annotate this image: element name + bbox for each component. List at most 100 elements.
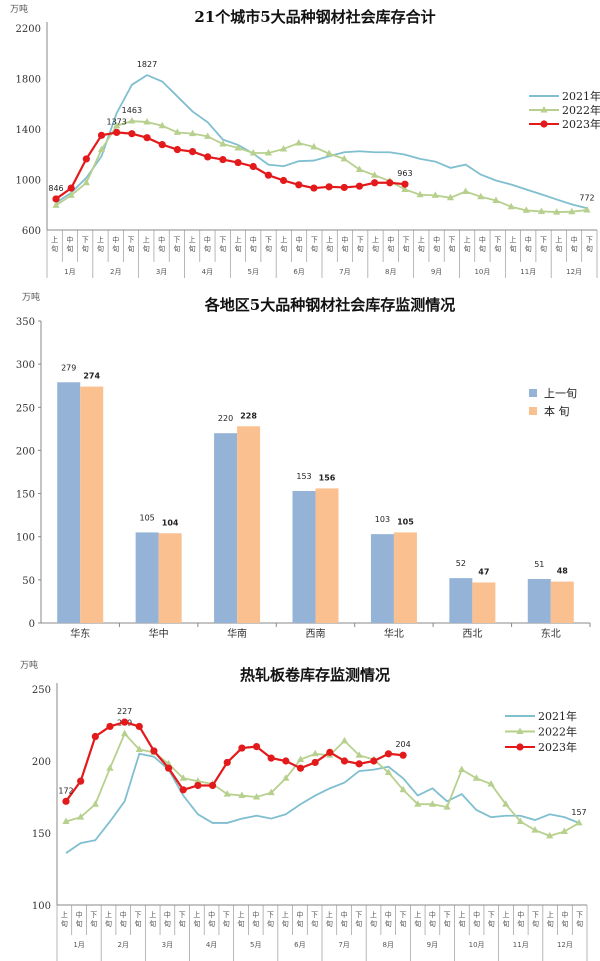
data-point	[370, 757, 378, 765]
data-point	[82, 155, 90, 163]
series-line-2022年	[65, 732, 580, 837]
data-point	[77, 777, 85, 785]
x-period-label: 下	[448, 236, 455, 244]
x-period-label: 旬	[479, 244, 486, 253]
x-period-label: 旬	[173, 244, 180, 253]
x-month-label: 7月	[338, 941, 349, 949]
x-month-label: 10月	[474, 268, 490, 276]
x-period-label: 中	[571, 235, 578, 244]
x-period-label: 旬	[252, 919, 259, 928]
data-point	[267, 754, 275, 762]
data-point	[267, 788, 275, 796]
x-period-label: 旬	[149, 919, 156, 928]
x-period-label: 旬	[429, 919, 436, 928]
x-period-label: 下	[223, 911, 230, 919]
x-period-label: 下	[311, 236, 318, 244]
chart-title: 各地区5大品种钢材社会库存监测情况	[204, 296, 455, 314]
bar-value-label: 274	[83, 372, 100, 381]
bar-本旬	[237, 426, 261, 623]
bar-上一旬	[135, 532, 159, 623]
x-period-label: 旬	[341, 244, 348, 253]
data-point	[401, 185, 409, 192]
bar-上一旬	[527, 578, 551, 623]
bar-value-label: 279	[61, 363, 76, 372]
data-point	[575, 818, 583, 826]
x-period-label: 旬	[296, 919, 303, 928]
legend-swatch	[529, 389, 537, 397]
data-point	[296, 755, 305, 763]
bar-value-label: 51	[534, 560, 544, 569]
x-period-label: 下	[355, 911, 362, 919]
x-period-label: 上	[326, 910, 333, 919]
x-period-label: 中	[296, 910, 303, 919]
x-period-label: 旬	[112, 244, 119, 253]
x-month-label: 11月	[520, 268, 536, 276]
bar-本旬	[315, 488, 339, 623]
legend-label: 2021年	[538, 709, 577, 723]
data-point	[568, 207, 576, 215]
x-period-label: 下	[134, 911, 141, 919]
data-point	[282, 774, 290, 781]
data-point	[325, 183, 333, 191]
series-line-2023年	[65, 720, 404, 802]
x-month-label: 6月	[294, 941, 305, 949]
x-period-label: 旬	[372, 244, 379, 253]
data-label: 157	[571, 808, 586, 817]
data-point	[531, 826, 539, 833]
y-axis-unit: 万吨	[10, 3, 28, 15]
data-label: 204	[395, 740, 410, 749]
x-category-label: 西北	[462, 628, 482, 640]
x-period-label: 上	[280, 235, 287, 244]
x-period-label: 旬	[555, 244, 562, 253]
data-point	[326, 748, 334, 756]
data-point	[507, 202, 515, 210]
x-period-label: 下	[311, 911, 318, 919]
x-period-label: 下	[357, 236, 364, 244]
data-point	[522, 206, 530, 213]
x-period-label: 旬	[250, 244, 257, 253]
x-period-label: 上	[143, 235, 150, 244]
data-point	[188, 147, 197, 156]
x-period-label: 旬	[82, 244, 89, 253]
data-point	[492, 196, 500, 203]
x-period-label: 旬	[473, 919, 480, 928]
bar-value-label: 52	[456, 559, 466, 568]
y-tick-label: 600	[22, 226, 41, 237]
x-period-label: 旬	[488, 919, 495, 928]
data-label: 1373	[107, 117, 127, 126]
data-point	[77, 813, 85, 820]
data-point	[208, 781, 217, 790]
data-point	[546, 831, 554, 839]
x-period-label: 上	[234, 235, 241, 244]
bar-value-label: 48	[557, 567, 569, 576]
data-point	[355, 760, 363, 768]
data-point	[113, 128, 121, 137]
bar-本旬	[80, 386, 104, 623]
x-period-label: 中	[479, 235, 486, 244]
data-point	[204, 153, 212, 161]
x-period-label: 旬	[414, 919, 421, 928]
data-point	[537, 207, 546, 214]
y-tick-label: 250	[32, 685, 51, 696]
y-tick-label: 0	[29, 619, 35, 630]
x-period-label: 旬	[509, 244, 516, 253]
x-month-label: 2月	[110, 268, 121, 276]
data-point	[143, 134, 151, 142]
data-point	[264, 171, 272, 179]
data-point	[179, 786, 187, 794]
x-period-label: 旬	[517, 919, 524, 928]
bar-上一旬	[57, 382, 81, 623]
x-month-label: 11月	[513, 941, 529, 949]
x-period-label: 中	[517, 910, 524, 919]
x-period-label: 中	[158, 235, 165, 244]
x-period-label: 中	[385, 910, 392, 919]
x-period-label: 旬	[444, 919, 451, 928]
x-period-label: 中	[429, 910, 436, 919]
bar-value-label: 156	[319, 473, 336, 482]
x-period-label: 上	[105, 910, 112, 919]
bar-上一旬	[214, 433, 238, 623]
x-month-label: 5月	[248, 268, 259, 276]
x-period-label: 上	[61, 910, 68, 919]
data-point	[446, 193, 455, 201]
data-point	[384, 750, 393, 758]
